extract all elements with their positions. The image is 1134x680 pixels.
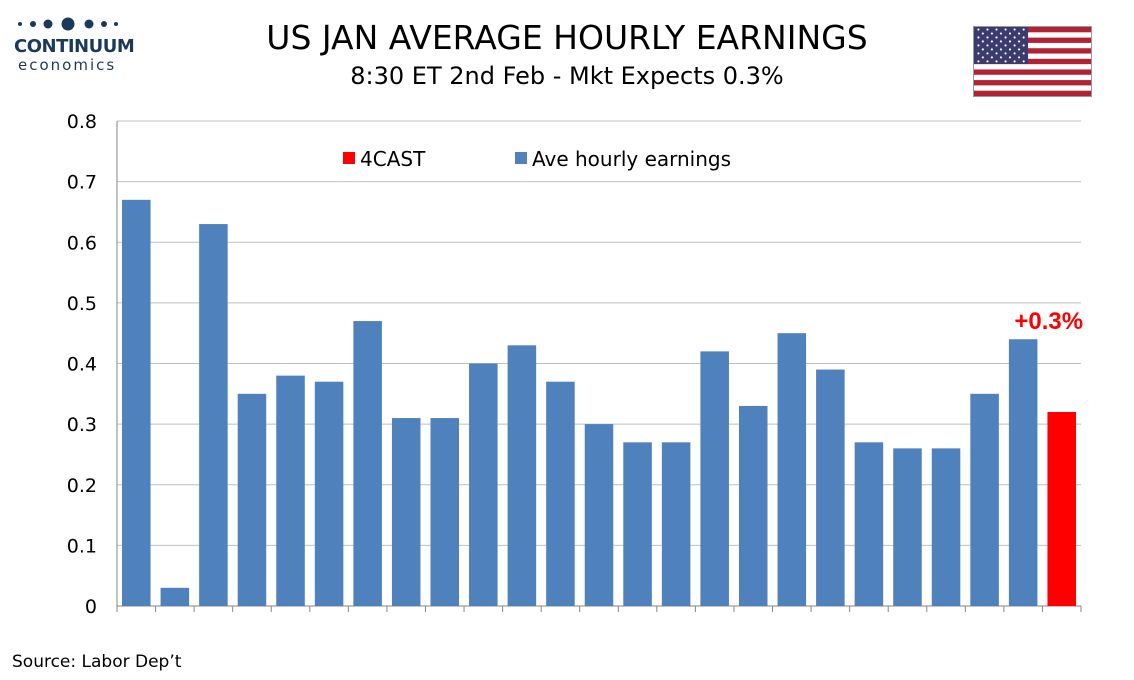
y-tick-label: 0.8 bbox=[67, 111, 97, 133]
earnings-bar bbox=[584, 424, 614, 606]
earnings-bar bbox=[854, 442, 884, 606]
earnings-bar bbox=[507, 345, 537, 606]
legend-swatch bbox=[343, 152, 355, 164]
earnings-bar bbox=[700, 351, 729, 606]
continuum-logo: CONTINUUM economics bbox=[14, 14, 135, 74]
logo-name: CONTINUUM bbox=[14, 36, 135, 57]
earnings-bar bbox=[353, 321, 382, 606]
y-tick-label: 0.3 bbox=[67, 414, 97, 436]
earnings-bar bbox=[276, 375, 305, 606]
earnings-bar bbox=[661, 442, 691, 606]
legend-swatch bbox=[515, 152, 527, 164]
logo-dots-icon bbox=[18, 17, 118, 31]
earnings-bar bbox=[623, 442, 652, 606]
earnings-bar bbox=[1008, 339, 1038, 606]
y-tick-label: 0.2 bbox=[67, 475, 97, 497]
chart-title: US JAN AVERAGE HOURLY EARNINGS bbox=[266, 18, 868, 57]
earnings-bar bbox=[777, 333, 807, 606]
y-tick-label: 0 bbox=[85, 596, 97, 618]
earnings-bar bbox=[160, 587, 190, 606]
earnings-bar bbox=[546, 381, 575, 606]
y-tick-label: 0.1 bbox=[67, 535, 97, 557]
earnings-bar bbox=[893, 448, 922, 606]
legend-label: 4CAST bbox=[360, 147, 426, 171]
earnings-bar bbox=[122, 199, 151, 606]
chart-subtitle: 8:30 ET 2nd Feb - Mkt Expects 0.3% bbox=[350, 62, 784, 90]
us-flag-icon bbox=[973, 26, 1092, 97]
earnings-bar bbox=[469, 363, 498, 606]
earnings-bar bbox=[391, 418, 421, 606]
earnings-bar bbox=[314, 381, 344, 606]
forecast-bar bbox=[1047, 412, 1076, 606]
legend-label: Ave hourly earnings bbox=[532, 147, 731, 171]
earnings-bar bbox=[816, 369, 845, 606]
earnings-bar bbox=[237, 393, 267, 606]
earnings-bar bbox=[970, 393, 999, 606]
bar-chart: 0 0.1 0.2 0.3 0.4 0.5 0.6 0.7 0.8 +0.3% 4CAST Ave h… bbox=[67, 111, 1083, 618]
source-note: Source: Labor Dep’t bbox=[12, 652, 182, 672]
earnings-bar bbox=[931, 448, 961, 606]
y-tick-label: 0.4 bbox=[67, 354, 97, 376]
earnings-bar bbox=[199, 224, 228, 606]
y-tick-label: 0.5 bbox=[67, 293, 97, 315]
earnings-bar bbox=[430, 418, 460, 606]
logo-sub: economics bbox=[18, 56, 117, 74]
y-tick-label: 0.7 bbox=[67, 172, 97, 194]
earnings-bar bbox=[738, 405, 768, 606]
forecast-annotation: +0.3% bbox=[1014, 308, 1083, 335]
y-tick-label: 0.6 bbox=[67, 232, 97, 254]
